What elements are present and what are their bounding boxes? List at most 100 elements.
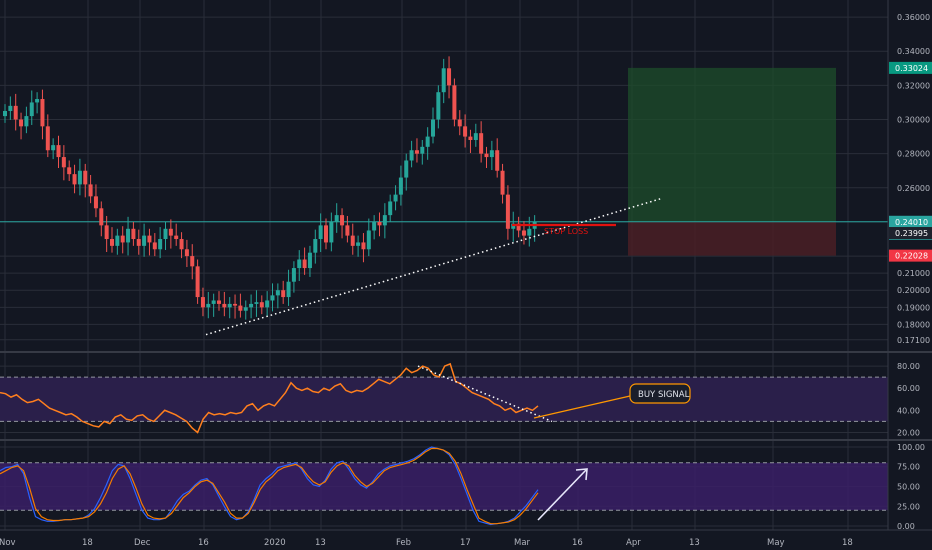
- candle[interactable]: [72, 164, 77, 194]
- candle[interactable]: [35, 92, 40, 114]
- candle[interactable]: [233, 294, 238, 319]
- candle[interactable]: [500, 163, 505, 204]
- candle[interactable]: [436, 85, 441, 129]
- candle[interactable]: [147, 228, 152, 256]
- candle[interactable]: [8, 96, 13, 120]
- candle[interactable]: [3, 104, 7, 123]
- candle[interactable]: [452, 78, 457, 127]
- candle[interactable]: [329, 212, 334, 252]
- candle[interactable]: [56, 135, 61, 168]
- candle[interactable]: [77, 158, 82, 196]
- candle[interactable]: [505, 185, 510, 240]
- candle[interactable]: [243, 300, 248, 320]
- candle[interactable]: [238, 293, 243, 318]
- candle[interactable]: [350, 223, 355, 255]
- candle[interactable]: [206, 291, 211, 319]
- candle[interactable]: [195, 259, 200, 304]
- candle[interactable]: [404, 153, 409, 191]
- candle[interactable]: [163, 221, 168, 250]
- candle[interactable]: [275, 283, 280, 309]
- price-candles[interactable]: [3, 56, 537, 320]
- candle[interactable]: [527, 216, 532, 247]
- candle[interactable]: [265, 291, 270, 317]
- candle[interactable]: [45, 114, 50, 158]
- candle[interactable]: [425, 127, 430, 160]
- candle[interactable]: [222, 291, 227, 317]
- candle[interactable]: [67, 160, 72, 181]
- price-axis[interactable]: 0.36000 0.34000 0.32000 0.30000 0.28000 0.260…: [897, 13, 930, 531]
- candle[interactable]: [110, 227, 114, 253]
- candle[interactable]: [286, 269, 291, 306]
- candle[interactable]: [120, 226, 125, 254]
- candle[interactable]: [489, 140, 494, 171]
- candle[interactable]: [457, 110, 462, 136]
- candle[interactable]: [516, 216, 521, 238]
- candle[interactable]: [372, 215, 377, 240]
- candle[interactable]: [291, 261, 296, 293]
- stoch-d-line[interactable]: [0, 447, 539, 525]
- candle[interactable]: [211, 293, 216, 317]
- candle[interactable]: [51, 138, 56, 160]
- pane-separators[interactable]: [0, 0, 932, 531]
- candle[interactable]: [441, 58, 446, 104]
- candle[interactable]: [142, 223, 147, 257]
- buy-signal-box[interactable]: [629, 383, 691, 404]
- candle[interactable]: [393, 185, 398, 211]
- candle[interactable]: [270, 283, 275, 312]
- candle[interactable]: [29, 90, 34, 125]
- stoch-k-line[interactable]: [0, 446, 539, 526]
- stop-loss-zone[interactable]: [628, 221, 836, 256]
- candle[interactable]: [190, 244, 195, 280]
- candle[interactable]: [409, 140, 414, 168]
- candle[interactable]: [168, 219, 173, 249]
- candle[interactable]: [313, 229, 318, 264]
- candle[interactable]: [324, 218, 328, 250]
- candle[interactable]: [88, 175, 93, 204]
- candle[interactable]: [152, 233, 157, 257]
- candle[interactable]: [115, 228, 120, 255]
- candle[interactable]: [158, 227, 163, 259]
- candle[interactable]: [297, 250, 302, 282]
- rsi-line[interactable]: [0, 362, 539, 434]
- candle[interactable]: [334, 203, 339, 233]
- candle[interactable]: [61, 145, 66, 181]
- buy-signal-annotation[interactable]: BUY SIGNAL: [533, 383, 691, 419]
- candle[interactable]: [13, 93, 18, 131]
- take-profit-zone[interactable]: [628, 67, 836, 222]
- candle[interactable]: [131, 221, 136, 246]
- candle[interactable]: [431, 107, 435, 144]
- candle[interactable]: [40, 89, 45, 140]
- ascending-trend-line[interactable]: [205, 197, 664, 336]
- candle[interactable]: [104, 215, 109, 252]
- candle[interactable]: [19, 112, 24, 140]
- candle[interactable]: [420, 140, 425, 165]
- candle[interactable]: [136, 229, 141, 255]
- candle[interactable]: [479, 121, 484, 163]
- candle[interactable]: [377, 212, 382, 237]
- candle[interactable]: [83, 163, 88, 198]
- candle[interactable]: [307, 245, 312, 277]
- rsi-trend-line[interactable]: [417, 365, 553, 423]
- candle[interactable]: [174, 223, 179, 246]
- candle[interactable]: [318, 213, 323, 252]
- candle[interactable]: [366, 218, 371, 257]
- candle[interactable]: [468, 129, 473, 153]
- candle[interactable]: [511, 211, 516, 242]
- candle[interactable]: [217, 291, 221, 311]
- candle[interactable]: [227, 297, 232, 319]
- candle[interactable]: [259, 295, 264, 315]
- stop-loss[interactable]: STOP LOSS: [512, 223, 616, 236]
- candle[interactable]: [463, 114, 468, 148]
- candle[interactable]: [184, 239, 189, 268]
- trend-line[interactable]: [205, 197, 664, 336]
- candle[interactable]: [249, 294, 254, 319]
- candle[interactable]: [398, 165, 403, 206]
- candle[interactable]: [281, 280, 286, 304]
- candle[interactable]: [495, 138, 500, 178]
- candle[interactable]: [361, 233, 366, 263]
- candle[interactable]: [200, 287, 205, 317]
- candle[interactable]: [414, 138, 419, 163]
- candle[interactable]: [99, 201, 104, 237]
- candle[interactable]: [345, 215, 350, 243]
